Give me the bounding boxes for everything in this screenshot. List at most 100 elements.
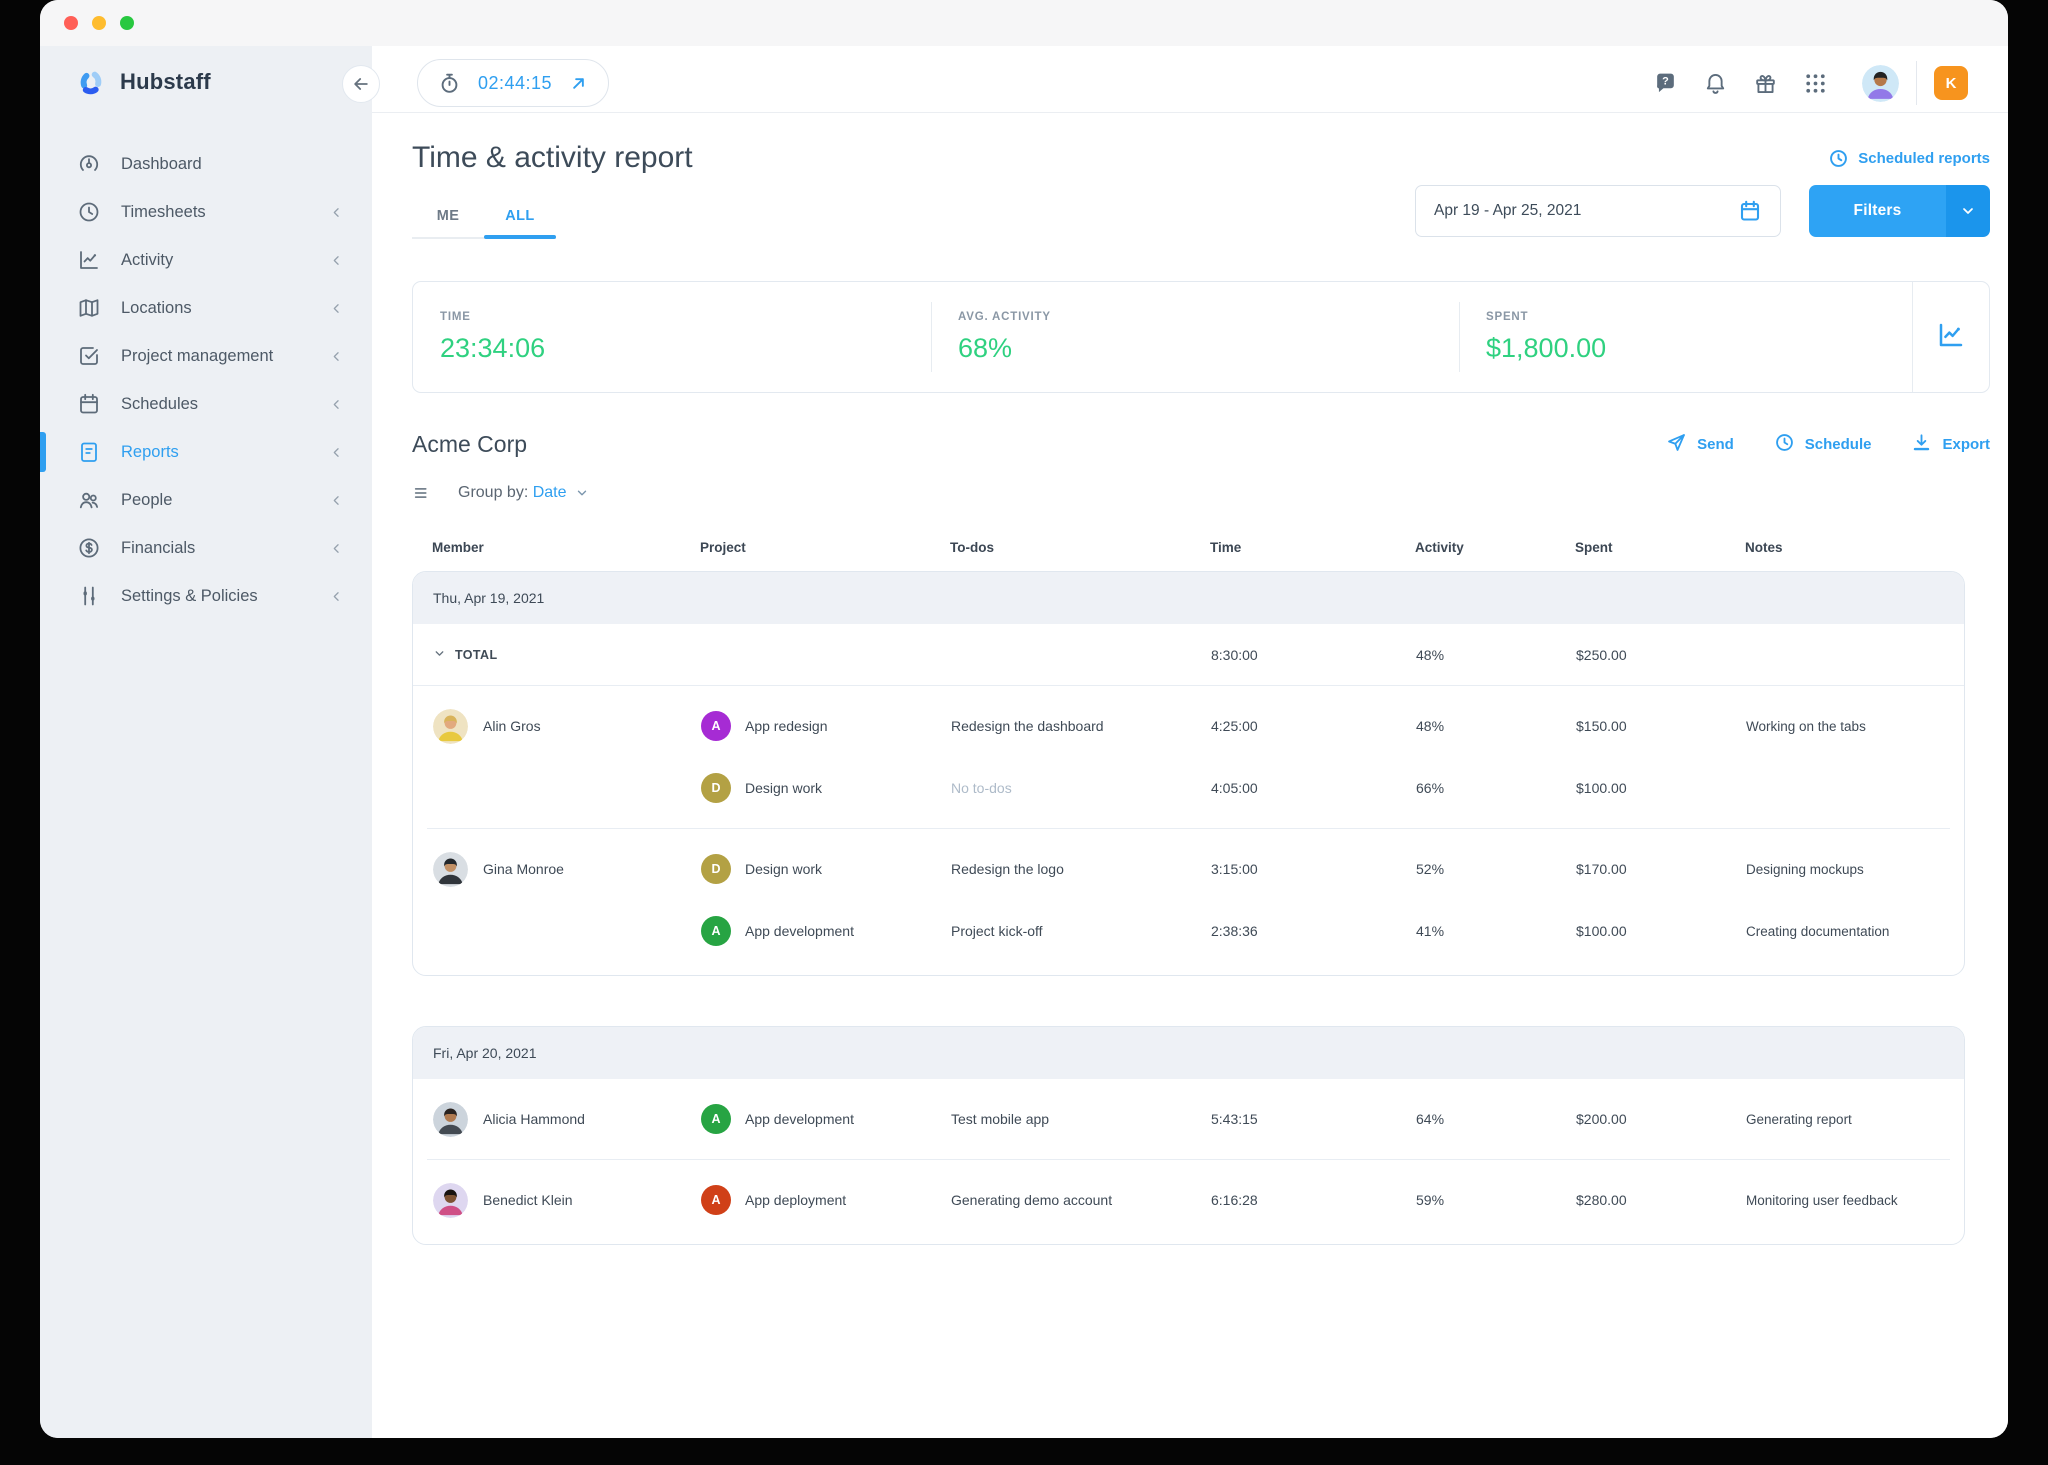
action-label: Send xyxy=(1697,436,1734,453)
time-cell: 6:16:28 xyxy=(1211,1192,1258,1208)
scheduled-reports-link[interactable]: Scheduled reports xyxy=(1828,148,1990,169)
chevron-down-icon xyxy=(1963,208,1973,214)
date-range-picker[interactable]: Apr 19 - Apr 25, 2021 xyxy=(1415,185,1781,237)
timer-widget[interactable]: 02:44:15 xyxy=(417,59,609,107)
column-header-time: Time xyxy=(1210,540,1242,555)
help-icon[interactable]: ? xyxy=(1653,71,1678,96)
filters-dropdown-button[interactable] xyxy=(1946,185,1990,237)
sidebar-item-reports[interactable]: Reports xyxy=(40,428,372,476)
close-window-button[interactable] xyxy=(64,16,78,30)
user-avatar[interactable] xyxy=(1862,64,1899,102)
sidebar-item-schedules[interactable]: Schedules xyxy=(40,380,372,428)
report-row: Benedict Klein A App deployment Generating … xyxy=(413,1169,1964,1231)
schedule-button[interactable]: Schedule xyxy=(1774,432,1871,457)
time-cell: 2:38:36 xyxy=(1211,923,1258,939)
chevron-left-icon xyxy=(329,589,344,604)
clock-icon xyxy=(77,200,101,224)
member-cell: Gina Monroe xyxy=(433,851,701,887)
activity-cell: 41% xyxy=(1416,923,1445,939)
maximize-window-button[interactable] xyxy=(120,16,134,30)
project-name: App deployment xyxy=(745,1192,847,1208)
sidebar-item-people[interactable]: People xyxy=(40,476,372,524)
svg-text:?: ? xyxy=(1662,75,1669,87)
member-divider xyxy=(427,1159,1950,1160)
group-by-icon[interactable] xyxy=(412,482,434,504)
total-toggle[interactable]: TOTAL xyxy=(433,647,701,663)
sidebar-item-dashboard[interactable]: Dashboard xyxy=(40,140,372,188)
organization-name: Acme Corp xyxy=(412,431,528,457)
report-content: Time & activity report Scheduled reports… xyxy=(372,113,2008,1438)
sidebar-item-timesheets[interactable]: Timesheets xyxy=(40,188,372,236)
todo-cell: Project kick-off xyxy=(951,923,1043,939)
map-icon xyxy=(77,296,101,320)
chevron-left-icon xyxy=(329,253,344,268)
apps-grid-icon[interactable] xyxy=(1803,71,1828,96)
note-cell: Designing mockups xyxy=(1746,861,1864,877)
group-by-control[interactable]: Group by: Date xyxy=(458,484,589,502)
tab-all[interactable]: ALL xyxy=(484,194,556,239)
sidebar-item-activity[interactable]: Activity xyxy=(40,236,372,284)
total-activity: 48% xyxy=(1416,646,1445,663)
topbar-icons: ? K xyxy=(1628,61,1968,105)
sidebar-item-settings-policies[interactable]: Settings & Policies xyxy=(40,572,372,620)
activity-cell: 64% xyxy=(1416,1111,1445,1127)
date-group-card: Fri, Apr 20, 2021 Alicia Hammond A App deve… xyxy=(412,1026,1965,1245)
hubstaff-logo-icon xyxy=(80,71,102,95)
filters-label[interactable]: Filters xyxy=(1809,185,1946,237)
chevron-left-icon xyxy=(329,301,344,316)
member-block: Alicia Hammond A App development Test mobil… xyxy=(413,1079,1964,1159)
filters-button[interactable]: Filters xyxy=(1809,185,1990,237)
spent-cell: $100.00 xyxy=(1576,923,1627,939)
stat-label: SPENT xyxy=(1486,310,1529,323)
export-button[interactable]: Export xyxy=(1911,432,1990,457)
activity-cell: 48% xyxy=(1416,718,1445,734)
project-name: App development xyxy=(745,923,854,939)
dollar-circle-icon xyxy=(77,536,101,560)
logo-text: Hubstaff xyxy=(120,69,211,94)
document-icon xyxy=(77,440,101,464)
sidebar: Hubstaff Dashboard Timesheets Activity Loca… xyxy=(40,46,372,1438)
project-badge: A xyxy=(701,916,731,946)
line-chart-icon xyxy=(77,248,101,272)
sidebar-item-project-management[interactable]: Project management xyxy=(40,332,372,380)
chevron-left-icon xyxy=(329,205,344,220)
column-header-notes: Notes xyxy=(1745,540,1783,555)
project-cell: A App development xyxy=(701,916,951,946)
time-cell: 4:05:00 xyxy=(1211,780,1258,796)
date-group-card: Thu, Apr 19, 2021 TOTAL 8:30:00 48% $250.00 A… xyxy=(412,571,1965,976)
summary-stats-card: TIME 23:34:06 AVG. ACTIVITY 68% SPENT $1,800.… xyxy=(412,281,1990,393)
column-header-to-dos: To-dos xyxy=(950,540,994,555)
calendar-icon xyxy=(77,392,101,416)
member-block: Alin Gros A App redesign Redesign the dashb… xyxy=(413,686,1964,828)
sidebar-item-locations[interactable]: Locations xyxy=(40,284,372,332)
logo[interactable]: Hubstaff xyxy=(40,46,372,118)
member-name: Alin Gros xyxy=(483,718,541,734)
app-window: Hubstaff Dashboard Timesheets Activity Loca… xyxy=(40,0,2008,1438)
project-name: Design work xyxy=(745,780,823,796)
collapse-sidebar-button[interactable] xyxy=(342,65,380,103)
member-avatar xyxy=(433,708,468,744)
chevron-down-icon xyxy=(577,490,586,496)
sidebar-item-financials[interactable]: Financials xyxy=(40,524,372,572)
gift-icon[interactable] xyxy=(1753,71,1778,96)
activity-cell: 52% xyxy=(1416,861,1445,877)
project-cell: A App deployment xyxy=(701,1185,951,1215)
project-badge: A xyxy=(701,1104,731,1134)
sidebar-item-label: Locations xyxy=(121,298,192,317)
stat-spent: SPENT $1,800.00 xyxy=(1459,282,1912,392)
bell-icon[interactable] xyxy=(1703,71,1728,96)
workspace-badge[interactable]: K xyxy=(1934,66,1968,100)
sidebar-item-label: Timesheets xyxy=(121,202,206,221)
project-name: App development xyxy=(745,1111,854,1127)
send-button[interactable]: Send xyxy=(1666,432,1734,457)
group-by-value[interactable]: Date xyxy=(533,484,589,502)
activity-cell: 59% xyxy=(1416,1192,1445,1208)
open-timer-icon[interactable] xyxy=(569,74,588,93)
open-chart-button[interactable] xyxy=(1912,282,1989,392)
chevron-left-icon xyxy=(329,493,344,508)
total-time: 8:30:00 xyxy=(1211,646,1258,663)
minimize-window-button[interactable] xyxy=(92,16,106,30)
member-name: Gina Monroe xyxy=(483,861,564,877)
total-row: TOTAL 8:30:00 48% $250.00 xyxy=(413,624,1964,686)
tab-me[interactable]: ME xyxy=(436,208,460,224)
